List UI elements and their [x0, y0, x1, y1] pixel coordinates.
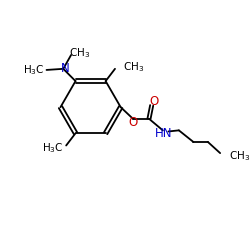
Text: H$_3$C: H$_3$C: [42, 141, 64, 155]
Text: CH$_3$: CH$_3$: [124, 60, 145, 74]
Text: H$_3$C: H$_3$C: [23, 63, 45, 77]
Text: HN: HN: [155, 127, 173, 140]
Text: CH$_3$: CH$_3$: [69, 46, 90, 60]
Text: N: N: [61, 62, 70, 75]
Text: CH$_3$: CH$_3$: [228, 149, 250, 163]
Text: O: O: [128, 116, 138, 129]
Text: O: O: [149, 95, 158, 108]
